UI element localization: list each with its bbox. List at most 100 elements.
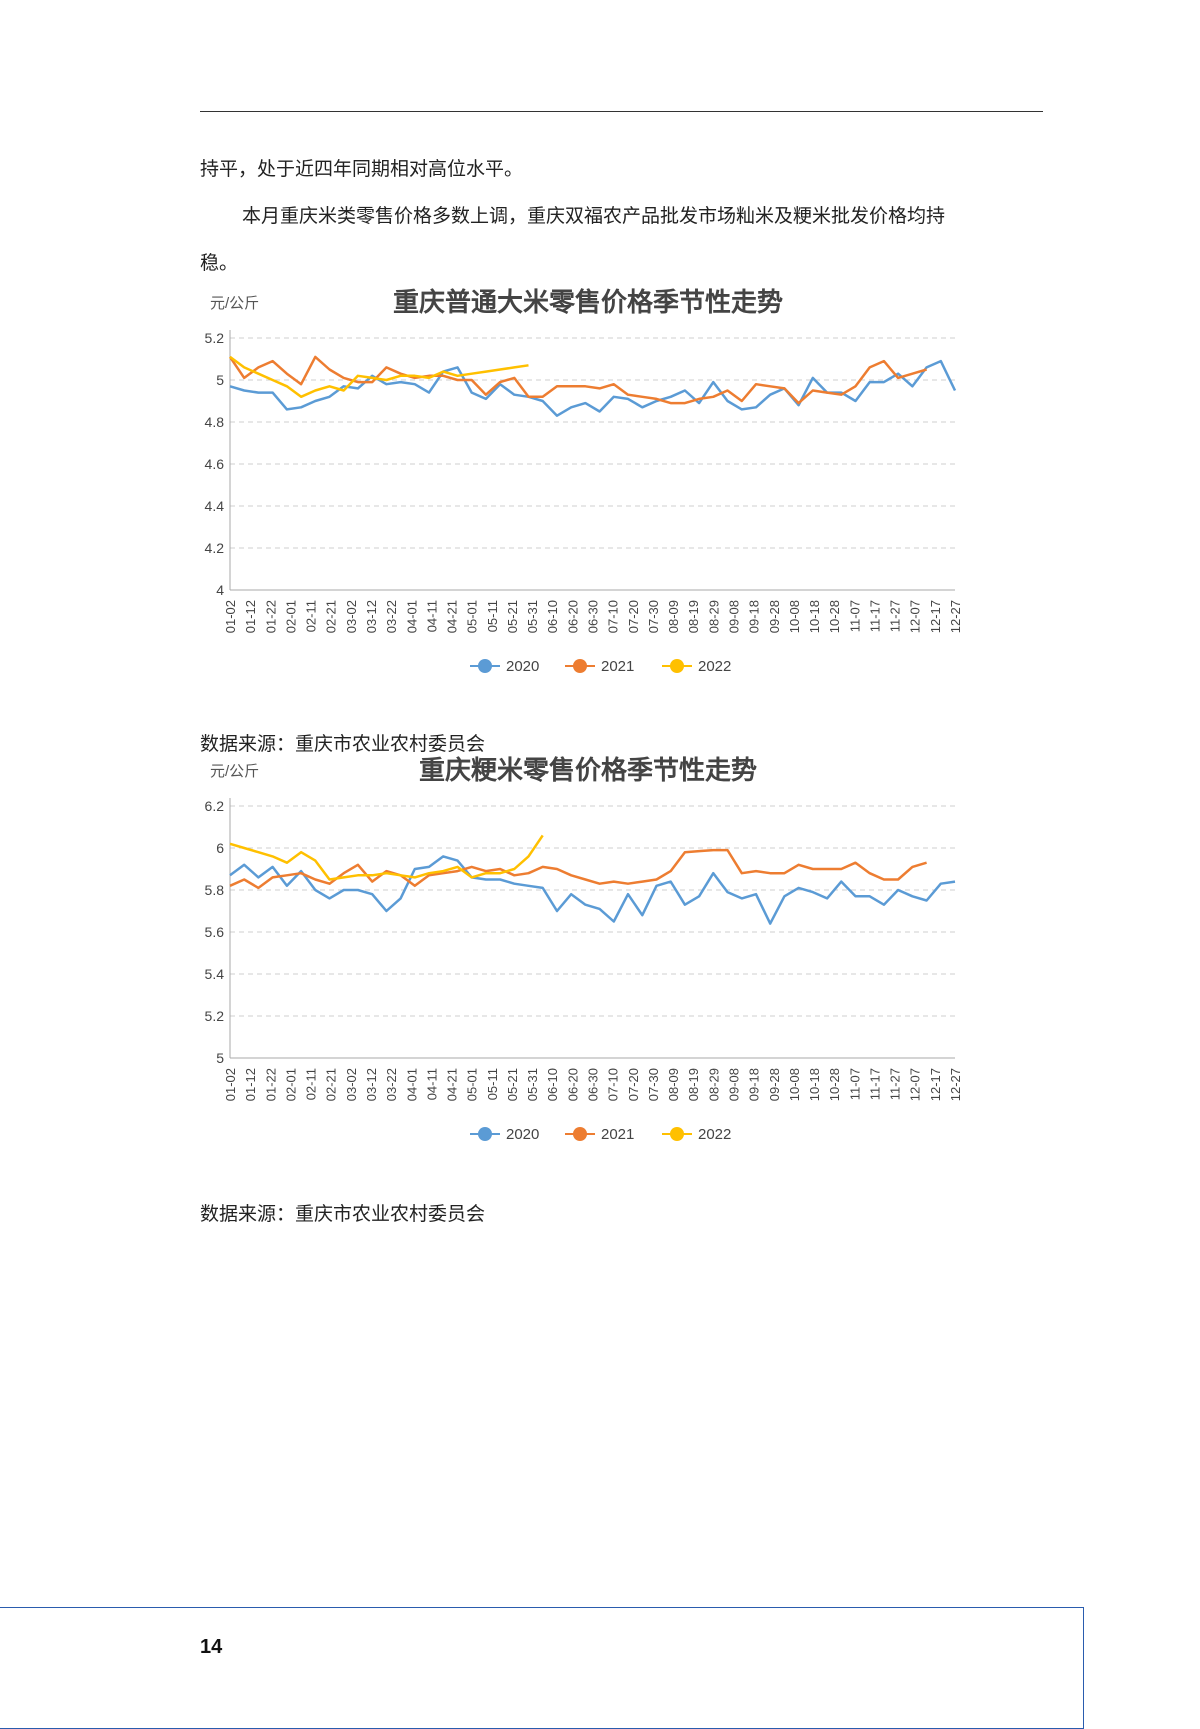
legend-marker-2020 xyxy=(478,659,492,673)
x-tick-label: 11-17 xyxy=(867,1068,882,1100)
legend-marker-2022 xyxy=(670,1127,684,1141)
series-line-2022 xyxy=(229,834,544,881)
x-tick-label: 04-11 xyxy=(424,600,439,632)
y-tick-label: 5.2 xyxy=(205,1008,225,1024)
x-tick-label: 02-11 xyxy=(304,1068,319,1100)
data-source-1: 数据来源：重庆市农业农村委员会 xyxy=(200,733,486,755)
legend-marker-2021 xyxy=(573,659,587,673)
x-tick-label: 05-31 xyxy=(525,600,540,633)
y-tick-label: 4.8 xyxy=(205,414,225,430)
rice-price-chart: 重庆普通大米零售价格季节性走势 元/公斤 5.2 5 4.8 4.6 4.4 4.2 4 01-0… xyxy=(205,288,963,675)
x-tick-label: 06-30 xyxy=(586,600,601,633)
x-tick-label: 02-01 xyxy=(283,600,298,633)
chart-title: 重庆普通大米零售价格季节性走势 xyxy=(393,288,783,317)
x-tick-label: 04-21 xyxy=(445,1068,460,1101)
x-tick-label: 08-19 xyxy=(686,1068,701,1101)
x-tick-label: 02-01 xyxy=(283,1068,298,1101)
x-tick-label: 06-10 xyxy=(545,1068,560,1101)
x-tick-label: 05-11 xyxy=(485,1068,500,1100)
x-tick-label: 06-20 xyxy=(565,1068,580,1101)
x-tick-label: 02-11 xyxy=(304,600,319,632)
x-tick-label: 06-30 xyxy=(586,1068,601,1101)
data-source-2: 数据来源：重庆市农业农村委员会 xyxy=(200,1203,486,1225)
x-tick-label: 10-28 xyxy=(827,600,842,633)
x-tick-label: 11-07 xyxy=(847,1068,862,1100)
y-tick-label: 5 xyxy=(216,372,224,388)
legend-label-2021: 2021 xyxy=(601,658,634,675)
x-tick-label: 08-29 xyxy=(706,600,721,633)
unit-label: 元/公斤 xyxy=(210,763,259,780)
x-tick-label: 05-31 xyxy=(525,1068,540,1101)
legend-label-2021: 2021 xyxy=(601,1126,634,1143)
y-tick-label: 4.2 xyxy=(205,540,225,556)
x-tick-label: 11-27 xyxy=(888,600,903,632)
y-tick-label: 5 xyxy=(216,1050,224,1066)
japonica-price-chart: 重庆粳米零售价格季节性走势 元/公斤 6.2 6 5.8 5.6 5.4 5.2 5 01-02 0… xyxy=(205,756,963,1143)
x-tick-label: 05-01 xyxy=(465,600,480,633)
x-tick-label: 01-02 xyxy=(223,1068,238,1101)
x-tick-label: 02-21 xyxy=(324,600,339,633)
body-text-line-1: 持平，处于近四年同期相对高位水平。 xyxy=(200,158,524,180)
x-tick-label: 07-20 xyxy=(626,1068,641,1101)
y-tick-label: 6 xyxy=(216,840,224,856)
x-tick-label: 01-22 xyxy=(263,1068,278,1101)
legend-marker-2020 xyxy=(478,1127,492,1141)
x-tick-label: 08-29 xyxy=(706,1068,721,1101)
x-tick-label: 01-12 xyxy=(243,1068,258,1101)
legend-label-2022: 2022 xyxy=(698,1126,731,1143)
x-tick-label: 07-20 xyxy=(626,600,641,633)
x-tick-label: 10-18 xyxy=(807,1068,822,1101)
y-tick-label: 4.6 xyxy=(205,456,225,472)
x-tick-label: 06-10 xyxy=(545,600,560,633)
x-tick-label: 10-08 xyxy=(787,1068,802,1101)
x-tick-label: 12-27 xyxy=(948,1068,963,1101)
x-tick-label: 08-09 xyxy=(666,1068,681,1101)
x-tick-label: 12-27 xyxy=(948,600,963,633)
series-line-2022 xyxy=(229,355,529,399)
x-tick-label: 03-22 xyxy=(384,600,399,633)
x-tick-label: 07-30 xyxy=(646,1068,661,1101)
x-tick-label: 04-11 xyxy=(424,1068,439,1100)
x-tick-label: 01-22 xyxy=(263,600,278,633)
x-tick-label: 03-02 xyxy=(344,1068,359,1101)
x-tick-label: 11-27 xyxy=(888,1068,903,1100)
x-tick-label: 10-28 xyxy=(827,1068,842,1101)
footer-frame xyxy=(0,1607,1084,1729)
x-tick-label: 03-02 xyxy=(344,600,359,633)
x-tick-label: 01-02 xyxy=(223,600,238,633)
x-tick-label: 05-21 xyxy=(505,600,520,633)
header-rule xyxy=(200,111,1043,112)
series-line-2021 xyxy=(229,848,927,890)
unit-label: 元/公斤 xyxy=(210,295,259,312)
body-text-line-2: 本月重庆米类零售价格多数上调，重庆双福农产品批发市场籼米及粳米批发价格均持 xyxy=(242,205,946,227)
series-line-2021 xyxy=(228,355,927,405)
y-tick-label: 4 xyxy=(216,582,224,598)
page-number: 14 xyxy=(200,1636,223,1658)
x-tick-label: 09-18 xyxy=(747,600,762,633)
x-tick-label: 12-17 xyxy=(928,1068,943,1101)
x-tick-label: 10-18 xyxy=(807,600,822,633)
body-text-line-3: 稳。 xyxy=(200,252,239,274)
x-tick-label: 02-21 xyxy=(324,1068,339,1101)
x-tick-label: 01-12 xyxy=(243,600,258,633)
x-tick-label: 09-28 xyxy=(767,1068,782,1101)
chart-title: 重庆粳米零售价格季节性走势 xyxy=(419,756,757,785)
x-tick-label: 09-08 xyxy=(726,600,741,633)
x-tick-label: 05-01 xyxy=(465,1068,480,1101)
legend-label-2020: 2020 xyxy=(506,1126,539,1143)
legend-marker-2022 xyxy=(670,659,684,673)
x-tick-label: 05-21 xyxy=(505,1068,520,1101)
x-tick-label: 04-01 xyxy=(404,1068,419,1101)
x-tick-label: 11-17 xyxy=(867,600,882,632)
y-tick-label: 5.4 xyxy=(205,966,225,982)
legend-label-2020: 2020 xyxy=(506,658,539,675)
x-tick-label: 07-10 xyxy=(606,600,621,633)
legend-marker-2021 xyxy=(573,1127,587,1141)
x-tick-label: 09-08 xyxy=(726,1068,741,1101)
x-tick-label: 07-10 xyxy=(606,1068,621,1101)
x-tick-label: 10-08 xyxy=(787,600,802,633)
x-tick-label: 03-22 xyxy=(384,1068,399,1101)
x-tick-label: 05-11 xyxy=(485,600,500,632)
x-tick-label: 12-17 xyxy=(928,600,943,633)
legend-label-2022: 2022 xyxy=(698,658,731,675)
